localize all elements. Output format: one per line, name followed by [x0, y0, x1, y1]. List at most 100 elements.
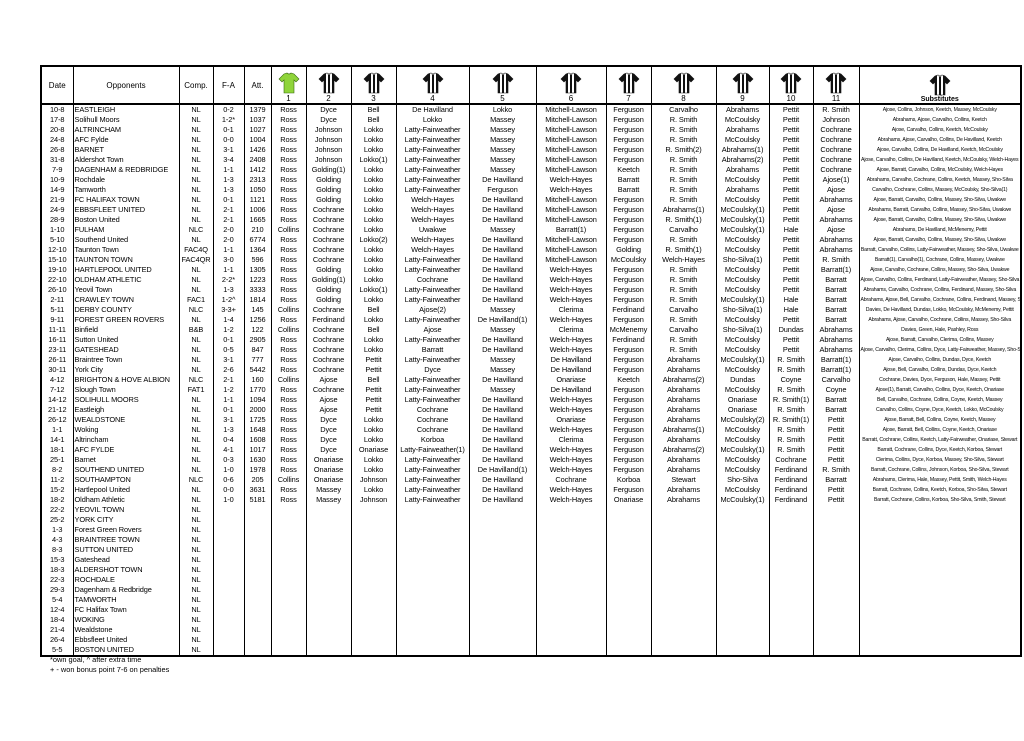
empty-cell	[859, 615, 1021, 625]
fixture-row: 15-3 Gateshead NL	[41, 555, 1021, 565]
table-cell: AFC Fylde	[73, 135, 180, 145]
table-cell: 1665	[244, 215, 272, 225]
table-cell: McCoulsky	[716, 195, 770, 205]
table-cell: De Havilland	[469, 215, 537, 225]
table-cell: Abrahams	[813, 215, 860, 225]
table-cell: Carvalho	[651, 305, 717, 315]
fixture-row: 7-9 DAGENHAM & REDBRIDGE NL 1-1 1412 Ross Gold…	[41, 165, 1021, 175]
table-cell: 5181	[244, 495, 272, 505]
table-cell: Latty-Fairweather	[396, 495, 470, 505]
table-cell: Massey	[469, 125, 537, 135]
table-cell: Lokko	[351, 175, 397, 185]
table-cell: Coyne	[769, 375, 814, 385]
table-cell: 4-1	[213, 445, 245, 455]
table-cell: Ross	[271, 365, 307, 375]
table-cell: Ferguson	[606, 395, 652, 405]
table-cell: Lokko(1)	[351, 285, 397, 295]
table-cell: Ross	[271, 465, 307, 475]
table-cell: Ferguson	[606, 235, 652, 245]
empty-cell	[606, 575, 652, 585]
table-cell: Gateshead	[73, 555, 180, 565]
table-cell: NLC	[179, 375, 214, 385]
table-cell: Lokko	[351, 425, 397, 435]
table-cell: 0-3	[213, 455, 245, 465]
table-cell: Cochrane	[306, 255, 352, 265]
fixture-row: 31-8 Aldershot Town NL 3-4 2408 Ross Johnson Lo…	[41, 155, 1021, 165]
fixture-row: 2-11 CRAWLEY TOWN FAC1 1-2^ 1814 Ross Golding L…	[41, 295, 1021, 305]
table-cell: Uwakwe	[396, 225, 470, 235]
table-cell: Ajose, Carvalho, Collins, De Havilland, …	[876, 147, 1003, 153]
table-cell: Ferguson	[606, 135, 652, 145]
empty-cell	[606, 605, 652, 615]
empty-cell	[244, 585, 272, 595]
table-cell: Johnson	[306, 145, 352, 155]
table-cell: Dyce	[306, 415, 352, 425]
table-cell: Ferdinand	[769, 465, 814, 475]
table-cell: Woking	[73, 425, 180, 435]
table-cell: Bell	[351, 375, 397, 385]
table-cell: Latty-Fairweather	[396, 135, 470, 145]
table-cell: Ferguson	[606, 195, 652, 205]
empty-cell	[859, 565, 1021, 575]
table-cell: 1017	[244, 445, 272, 455]
fixture-row: 18-4 WOKING NL	[41, 615, 1021, 625]
table-cell: CRAWLEY TOWN	[73, 295, 180, 305]
empty-cell	[769, 525, 814, 535]
empty-cell	[859, 635, 1021, 645]
empty-cell	[536, 595, 607, 605]
empty-cell	[813, 605, 860, 615]
table-cell: Barratt	[606, 175, 652, 185]
table-cell: Welch-Hayes	[536, 445, 607, 455]
fixture-row: 15-10 TAUNTON TOWN FAC4QR 3-0 596 Ross Cochran…	[41, 255, 1021, 265]
fixture-row: 24-8 AFC Fylde NL 0-0 1004 Ross Johnson Lokko La…	[41, 135, 1021, 145]
empty-cell	[813, 625, 860, 635]
empty-cell	[769, 515, 814, 525]
table-cell: TAMWORTH	[73, 595, 180, 605]
table-cell: Boston United	[73, 215, 180, 225]
table-cell: NL	[179, 195, 214, 205]
table-cell: 3-0	[213, 255, 245, 265]
table-cell: R. Smith	[651, 275, 717, 285]
table-cell: Welch-Hayes	[536, 295, 607, 305]
table-cell: Johnson	[306, 125, 352, 135]
table-cell: De Havilland	[396, 104, 470, 115]
table-cell: NL	[179, 415, 214, 425]
table-cell: Taunton Town	[73, 245, 180, 255]
table-cell: Abrahams	[813, 325, 860, 335]
table-cell: 16-11	[41, 335, 74, 345]
table-cell: 21-4	[41, 625, 74, 635]
table-cell: Barratt(1), Carvalho(1), Cochrane, Colli…	[874, 257, 1005, 263]
table-cell: Ajose, Carvalho, Collins, Keetch, McCoul…	[891, 127, 988, 133]
table-cell: Massey	[469, 135, 537, 145]
table-cell: Onariase	[716, 395, 770, 405]
column-header: Comp.	[179, 66, 214, 105]
table-cell: Ferguson	[606, 285, 652, 295]
table-cell: Lokko	[351, 455, 397, 465]
table-cell: ALTRINCHAM	[73, 125, 180, 135]
empty-cell	[813, 505, 860, 515]
table-cell: Welch-Hayes	[536, 275, 607, 285]
table-cell: Stewart	[651, 475, 717, 485]
empty-cell	[769, 575, 814, 585]
column-label: 6	[568, 94, 574, 103]
table-cell: 2-6	[213, 365, 245, 375]
table-cell: De Havilland	[469, 375, 537, 385]
table-cell: SOUTHEND UNITED	[73, 465, 180, 475]
table-cell: R. Smith(1)	[651, 215, 717, 225]
empty-cell	[306, 625, 352, 635]
table-cell: 1305	[244, 265, 272, 275]
fixture-row: 12-10 Taunton Town FAC4Q 1-1 1364 Ross Cochran…	[41, 245, 1021, 255]
table-cell: 1-4	[213, 315, 245, 325]
table-cell: Ajose(2)	[396, 305, 470, 315]
table-cell: Lokko	[351, 345, 397, 355]
table-cell: EBBSFLEET UNITED	[73, 205, 180, 215]
table-cell: R. Smith	[651, 345, 717, 355]
table-cell: Bell	[351, 115, 397, 125]
table-cell: Yeovil Town	[73, 285, 180, 295]
table-cell: 0-0	[213, 485, 245, 495]
fixture-row: 18-2 Oldham Athletic NL 1-0 5181 Ross Massey Jo…	[41, 495, 1021, 505]
empty-cell	[271, 605, 307, 615]
table-cell: Barratt	[813, 295, 860, 305]
fixture-row: 25-2 YORK CITY NL	[41, 515, 1021, 525]
table-cell: Cochrane	[396, 275, 470, 285]
